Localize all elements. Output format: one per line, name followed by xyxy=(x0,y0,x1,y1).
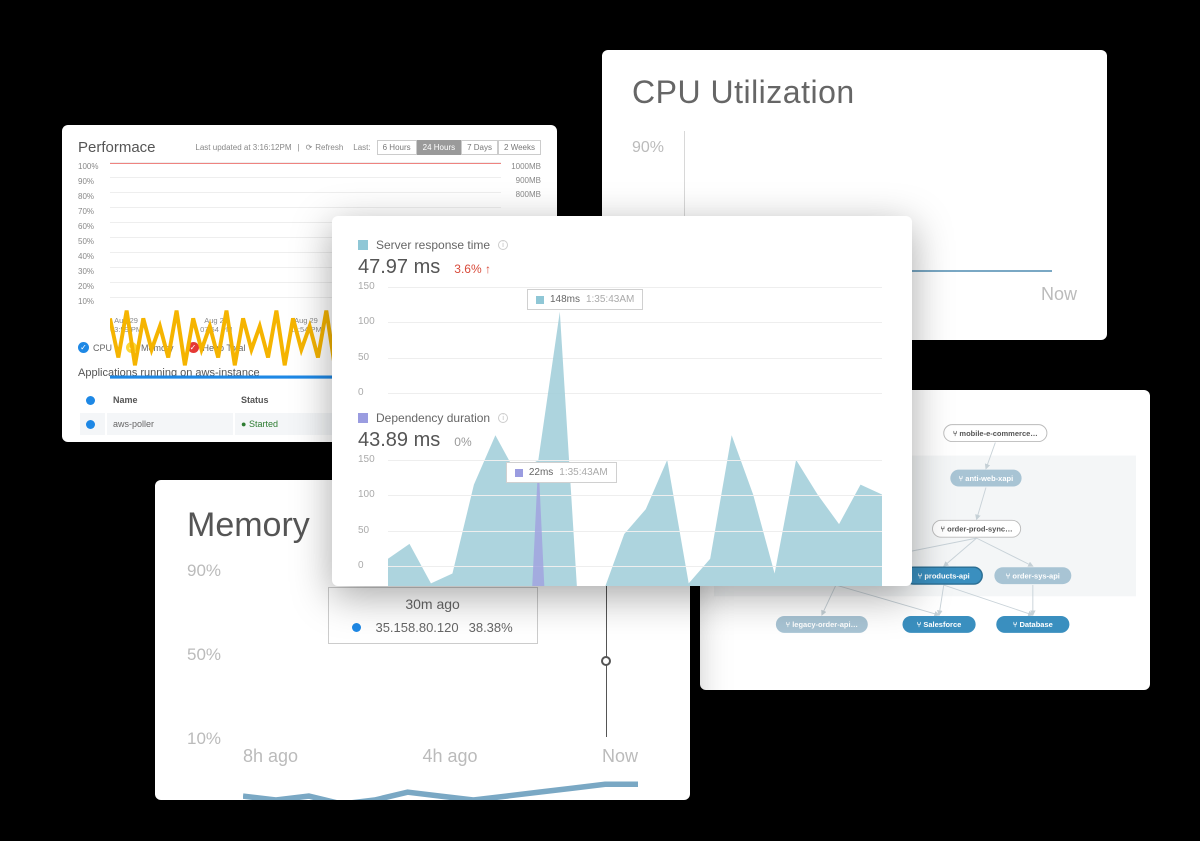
graph-node-prodsync[interactable]: ⑂ order-prod-sync… xyxy=(933,520,1021,537)
range-button-group: 6 Hours24 Hours7 Days2 Weeks xyxy=(377,140,541,155)
performance-title: Performace xyxy=(78,139,156,156)
range-button-24hours[interactable]: 24 Hours xyxy=(417,140,461,155)
svg-text:⑂ legacy-order-api…: ⑂ legacy-order-api… xyxy=(786,620,858,629)
range-last-label: Last: xyxy=(353,143,370,152)
svg-text:⑂ products-api: ⑂ products-api xyxy=(918,571,970,580)
refresh-label: Refresh xyxy=(315,143,343,152)
range-button-2weeks[interactable]: 2 Weeks xyxy=(498,140,541,155)
section-title: Server response time xyxy=(376,238,490,252)
graph-node-prod[interactable]: ⑂ products-api xyxy=(905,567,982,584)
legend-item-cpu[interactable]: ✓CPU xyxy=(78,342,112,353)
memory-tooltip-dot xyxy=(352,623,361,632)
chart-tooltip: 22ms1:35:43AM xyxy=(506,462,617,483)
range-button-6hours[interactable]: 6 Hours xyxy=(377,140,417,155)
memory-chart: 30m ago 35.158.80.120 38.38% 8h ago 4h ag… xyxy=(187,567,658,767)
svg-text:⑂ order-prod-sync…: ⑂ order-prod-sync… xyxy=(941,525,1013,534)
graph-node-sf[interactable]: ⑂ Salesforce xyxy=(902,616,975,633)
memory-xlabel: Now xyxy=(602,746,638,767)
svg-text:⑂ Database: ⑂ Database xyxy=(1013,620,1053,629)
memory-tooltip-time: 30m ago xyxy=(341,596,525,612)
graph-node-legacy[interactable]: ⑂ legacy-order-api… xyxy=(776,616,868,633)
memory-xlabel: 8h ago xyxy=(243,746,298,767)
memory-cursor-marker xyxy=(601,656,611,666)
cpu-now-label: Now xyxy=(1041,284,1077,305)
cpu-title: CPU Utilization xyxy=(632,74,1077,111)
svg-text:⑂ anti-web-xapi: ⑂ anti-web-xapi xyxy=(959,474,1014,483)
last-updated-label: Last updated at 3:16:12PM xyxy=(195,143,291,152)
graph-node-webapi[interactable]: ⑂ anti-web-xapi xyxy=(950,470,1021,487)
memory-x-labels: 8h ago 4h ago Now xyxy=(243,746,638,767)
graph-node-db[interactable]: ⑂ Database xyxy=(996,616,1069,633)
graph-node-mobile[interactable]: ⑂ mobile-e-commerce… xyxy=(944,425,1047,442)
svg-text:⑂ mobile-e-commerce…: ⑂ mobile-e-commerce… xyxy=(953,429,1038,438)
memory-tooltip-value: 38.38% xyxy=(469,620,513,635)
memory-cursor-line xyxy=(606,567,607,737)
refresh-button[interactable]: ⟳ Refresh xyxy=(306,143,344,152)
memory-xlabel: 4h ago xyxy=(422,746,477,767)
cpu-ytick: 90% xyxy=(632,139,664,157)
refresh-icon: ⟳ xyxy=(306,143,313,152)
metric-value: 47.97 ms xyxy=(358,256,440,279)
chart-tooltip: 148ms1:35:43AM xyxy=(527,289,643,310)
metric-delta: 3.6% ↑ xyxy=(454,262,491,276)
svg-text:⑂ Salesforce: ⑂ Salesforce xyxy=(917,620,962,629)
info-icon[interactable]: i xyxy=(498,240,508,250)
server-response-section: Server response timei47.97 ms3.6% ↑15010… xyxy=(358,238,886,393)
memory-tooltip: 30m ago 35.158.80.120 38.38% xyxy=(328,587,538,644)
memory-tooltip-ip: 35.158.80.120 xyxy=(375,620,458,635)
graph-node-ordsys[interactable]: ⑂ order-sys-api xyxy=(994,567,1071,584)
svg-text:⑂ order-sys-api: ⑂ order-sys-api xyxy=(1006,571,1060,580)
response-times-card: Server response timei47.97 ms3.6% ↑15010… xyxy=(332,216,912,586)
range-button-7days[interactable]: 7 Days xyxy=(461,140,498,155)
